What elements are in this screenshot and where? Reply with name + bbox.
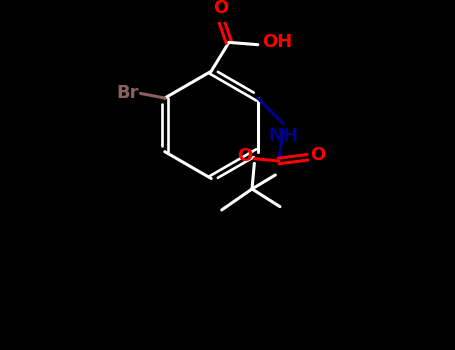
Text: Br: Br [116,84,139,103]
Text: O: O [238,147,253,165]
Text: NH: NH [268,127,298,145]
Text: OH: OH [262,33,293,51]
Text: O: O [310,146,325,164]
Text: O: O [213,0,228,17]
